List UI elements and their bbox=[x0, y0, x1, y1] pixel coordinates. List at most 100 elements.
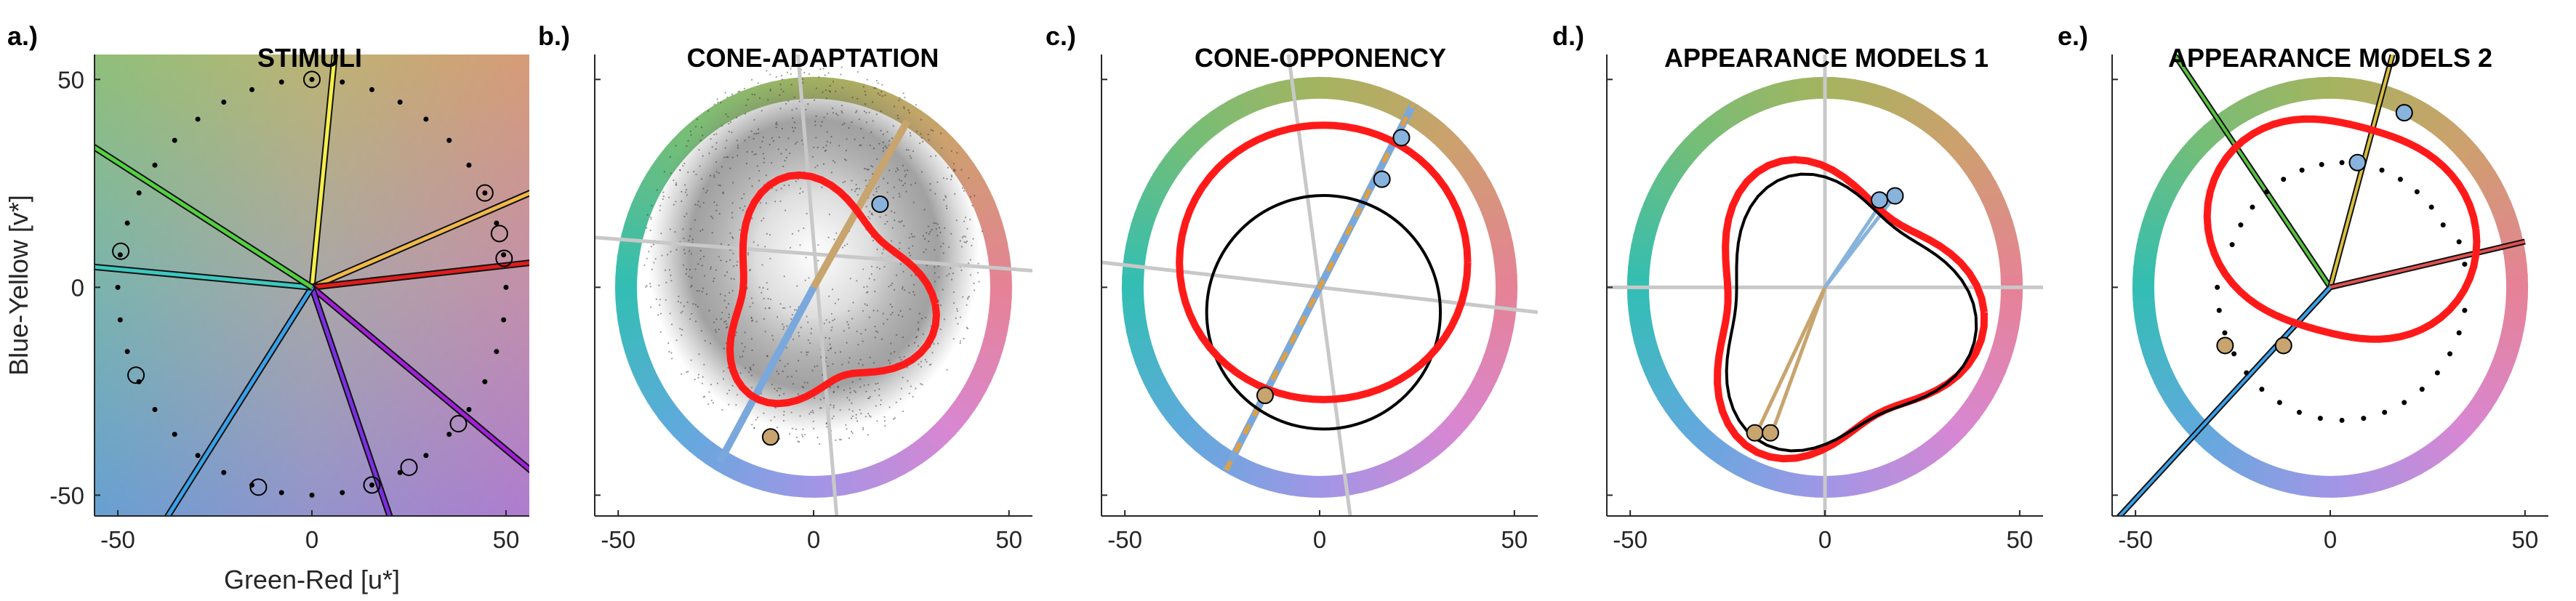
sample-dot bbox=[946, 275, 948, 277]
x-tick-label: 50 bbox=[493, 526, 520, 553]
color-ring-segment bbox=[2279, 469, 2296, 494]
sample-dot bbox=[882, 147, 885, 149]
sample-dot bbox=[744, 331, 746, 334]
sample-dot bbox=[685, 188, 688, 191]
sample-dot bbox=[832, 390, 835, 392]
sample-dot bbox=[755, 320, 758, 323]
sample-dot bbox=[827, 349, 830, 352]
sample-dot bbox=[879, 216, 881, 218]
sample-dot bbox=[946, 177, 948, 180]
sample-dot bbox=[777, 387, 779, 390]
sample-dot bbox=[863, 384, 865, 387]
sample-dot bbox=[870, 213, 872, 215]
sample-dot bbox=[880, 129, 882, 132]
sample-dot bbox=[718, 184, 720, 187]
sample-dot bbox=[840, 438, 842, 441]
sample-dot bbox=[798, 441, 801, 443]
sample-dot bbox=[894, 211, 896, 214]
sample-dot bbox=[651, 204, 653, 206]
sample-dot bbox=[890, 352, 892, 355]
dotted-circle-dot bbox=[2317, 416, 2323, 421]
sample-dot bbox=[898, 193, 900, 195]
stimulus-dot bbox=[278, 490, 284, 496]
sample-dot bbox=[711, 146, 713, 148]
sample-dot bbox=[831, 417, 833, 420]
highlight-point bbox=[2348, 153, 2367, 172]
sample-dot bbox=[851, 180, 853, 182]
x-tick-label: -50 bbox=[1613, 526, 1648, 553]
sample-dot bbox=[808, 277, 810, 279]
sample-dot bbox=[756, 165, 758, 167]
stimulus-dot bbox=[117, 252, 123, 258]
color-ring-segment bbox=[2149, 363, 2175, 384]
sample-dot bbox=[927, 225, 929, 227]
sample-dot bbox=[731, 93, 734, 95]
sample-dot bbox=[681, 200, 683, 203]
sample-dot bbox=[648, 251, 650, 253]
sample-dot bbox=[725, 113, 727, 116]
sample-dot bbox=[761, 219, 763, 222]
sample-dot bbox=[966, 240, 968, 243]
sample-dot bbox=[750, 338, 753, 340]
stimulus-dot bbox=[309, 76, 315, 82]
sample-dot bbox=[963, 337, 965, 340]
black-circle bbox=[1205, 193, 1443, 431]
dotted-circle-dot bbox=[2361, 416, 2367, 421]
sample-dot bbox=[697, 201, 699, 203]
sample-dot bbox=[834, 302, 836, 304]
color-ring-segment bbox=[2471, 162, 2497, 185]
sample-dot bbox=[742, 355, 744, 358]
sample-dot bbox=[943, 318, 945, 320]
sample-dot bbox=[787, 100, 790, 102]
sample-dot bbox=[868, 278, 870, 280]
sample-dot bbox=[726, 140, 728, 142]
sample-dot bbox=[656, 189, 658, 191]
sample-dot bbox=[963, 241, 966, 243]
sample-dot bbox=[704, 339, 707, 342]
sample-dot bbox=[904, 175, 906, 177]
color-ring-segment bbox=[2176, 406, 2202, 429]
sample-dot bbox=[729, 259, 731, 262]
sample-dot bbox=[903, 225, 905, 227]
sample-dot bbox=[885, 214, 887, 217]
sample-dot bbox=[681, 190, 683, 193]
sample-dot bbox=[832, 112, 835, 114]
sample-dot bbox=[864, 180, 867, 182]
sample-dot bbox=[766, 288, 769, 291]
highlight-point bbox=[1373, 170, 1391, 188]
sample-dot bbox=[862, 137, 864, 139]
sample-dot bbox=[731, 217, 734, 219]
sample-dot bbox=[810, 411, 812, 414]
sample-dot bbox=[862, 268, 864, 270]
sample-dot bbox=[835, 113, 838, 115]
sample-dot bbox=[856, 110, 858, 112]
sample-dot bbox=[726, 392, 729, 395]
sample-dot bbox=[726, 326, 729, 328]
sample-dot bbox=[910, 184, 912, 186]
sample-dot bbox=[823, 116, 825, 118]
sample-marker bbox=[303, 70, 321, 89]
sample-dot bbox=[960, 269, 963, 272]
sample-dot bbox=[787, 137, 790, 140]
sample-dot bbox=[891, 306, 894, 308]
sample-dot bbox=[748, 371, 750, 373]
sample-dot bbox=[769, 257, 771, 259]
sample-dot bbox=[801, 78, 804, 80]
stimulus-dot bbox=[115, 284, 121, 290]
sample-dot bbox=[825, 422, 827, 425]
sample-dot bbox=[946, 368, 948, 371]
sample-dot bbox=[806, 315, 808, 318]
sample-dot bbox=[931, 229, 933, 231]
sample-dot bbox=[869, 395, 872, 398]
sample-dot bbox=[873, 278, 875, 281]
sample-dot bbox=[824, 89, 827, 92]
sample-dot bbox=[793, 130, 795, 132]
sample-dot bbox=[960, 246, 963, 248]
sample-dot bbox=[683, 162, 686, 165]
sample-dot bbox=[686, 268, 688, 270]
sample-dot bbox=[689, 318, 691, 320]
sample-dot bbox=[701, 265, 703, 267]
sample-dot bbox=[955, 219, 958, 222]
sample-dot bbox=[851, 415, 854, 417]
sample-dot bbox=[686, 213, 688, 215]
